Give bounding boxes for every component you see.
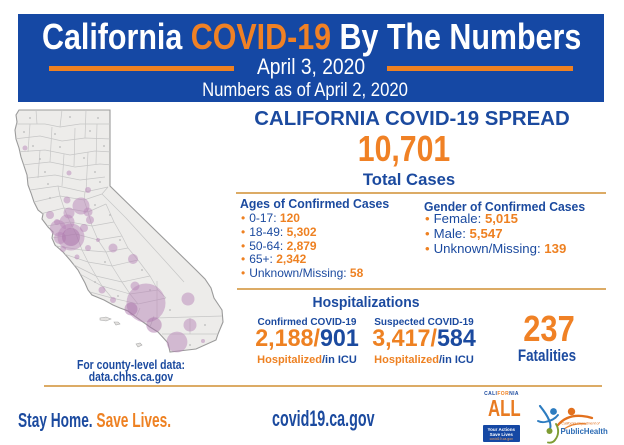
svg-text:PublicHealth: PublicHealth bbox=[561, 427, 608, 436]
svg-text:California Department of: California Department of bbox=[562, 422, 601, 426]
